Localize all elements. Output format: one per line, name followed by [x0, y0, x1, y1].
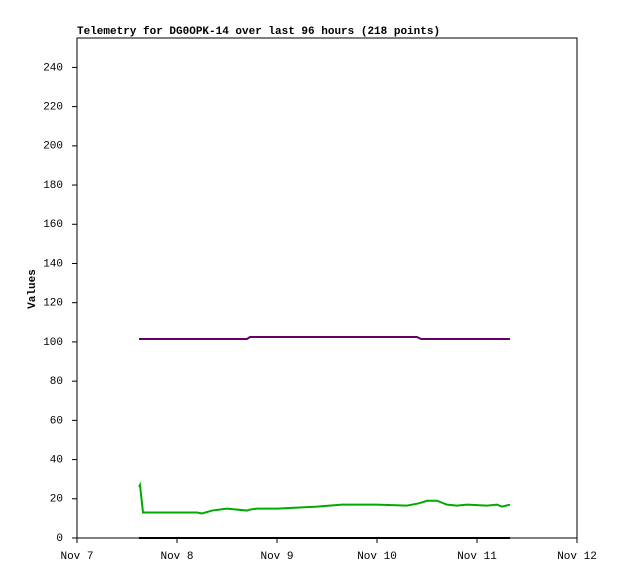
y-tick-label: 40	[50, 454, 63, 466]
y-tick-label: 220	[43, 102, 63, 114]
y-tick-label: 160	[43, 219, 63, 231]
y-tick-label: 180	[43, 180, 63, 192]
y-tick-label: 0	[56, 533, 63, 545]
y-axis-label: Values	[27, 269, 39, 309]
x-tick-label: Nov 10	[357, 551, 397, 563]
series-line	[138, 481, 511, 515]
x-tick-label: Nov 11	[457, 551, 497, 563]
y-tick-label: 200	[43, 141, 63, 153]
y-tick-label: 100	[43, 337, 63, 349]
y-tick-label: 240	[43, 62, 63, 74]
chart-title: Telemetry for DG0OPK-14 over last 96 hou…	[77, 26, 440, 38]
y-tick-label: 140	[43, 258, 63, 270]
y-tick-label: 80	[50, 376, 63, 388]
y-tick-label: 120	[43, 298, 63, 310]
y-tick-label: 20	[50, 494, 63, 506]
x-tick-label: Nov 9	[260, 551, 293, 563]
series-line	[139, 336, 510, 340]
x-tick-label: Nov 8	[160, 551, 193, 563]
x-tick-label: Nov 7	[60, 551, 93, 563]
y-tick-label: 60	[50, 415, 63, 427]
x-tick-label: Nov 12	[557, 551, 597, 563]
